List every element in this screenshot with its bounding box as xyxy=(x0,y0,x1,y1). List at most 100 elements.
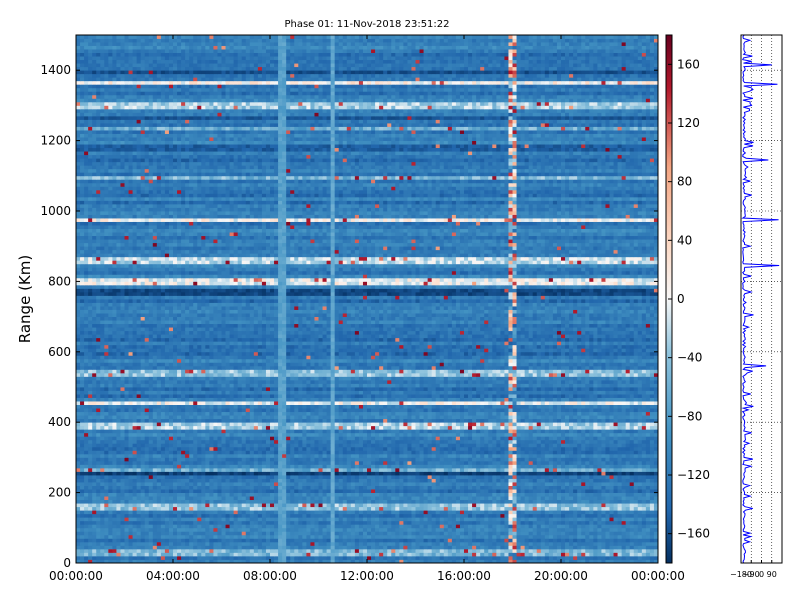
heatmap-cell xyxy=(193,531,197,535)
heatmap-cell xyxy=(436,545,440,549)
heatmap-cell xyxy=(513,524,517,528)
heatmap-cell xyxy=(88,545,92,549)
heatmap-cell xyxy=(387,503,391,507)
heatmap-cell xyxy=(213,510,217,514)
heatmap-cell xyxy=(379,479,383,483)
heatmap-cell xyxy=(181,486,185,490)
heatmap-cell xyxy=(120,507,124,511)
heatmap-cell xyxy=(634,443,638,447)
heatmap-cell xyxy=(306,542,310,546)
heatmap-cell xyxy=(222,514,226,518)
heatmap-cell xyxy=(108,482,112,486)
heatmap-cell xyxy=(452,482,456,486)
heatmap-cell xyxy=(626,521,630,525)
heatmap-cell xyxy=(339,468,343,472)
heatmap-cell xyxy=(153,468,157,472)
heatmap-cell xyxy=(298,471,302,475)
heatmap-cell xyxy=(335,482,339,486)
heatmap-cell xyxy=(319,514,323,518)
heatmap-cell xyxy=(246,493,250,497)
heatmap-cell xyxy=(476,475,480,479)
heatmap-cell xyxy=(104,440,108,444)
heatmap-cell xyxy=(646,542,650,546)
heatmap-cell xyxy=(472,475,476,479)
heatmap-cell xyxy=(585,510,589,514)
heatmap-cell xyxy=(145,552,149,556)
heatmap-cell xyxy=(230,531,234,535)
heatmap-cell xyxy=(561,528,565,532)
heatmap-cell xyxy=(319,493,323,497)
heatmap-cell xyxy=(452,545,456,549)
heatmap-cell xyxy=(642,510,646,514)
heatmap-cell xyxy=(508,468,512,472)
heatmap-cell xyxy=(84,443,88,447)
heatmap-cell xyxy=(585,486,589,490)
heatmap-cell xyxy=(246,489,250,493)
heatmap-cell xyxy=(492,510,496,514)
heatmap-cell xyxy=(335,479,339,483)
heatmap-cell xyxy=(367,545,371,549)
heatmap-cell xyxy=(201,521,205,525)
heatmap-cell xyxy=(173,514,177,518)
heatmap-cell xyxy=(319,500,323,504)
heatmap-cell xyxy=(238,556,242,560)
heatmap-cell xyxy=(161,489,165,493)
heatmap-cell xyxy=(246,468,250,472)
heatmap-cell xyxy=(201,493,205,497)
heatmap-cell xyxy=(347,496,351,500)
heatmap-cell xyxy=(391,440,395,444)
heatmap-cell xyxy=(496,443,500,447)
heatmap-cell xyxy=(375,528,379,532)
heatmap-cell xyxy=(100,496,104,500)
heatmap-cell xyxy=(468,531,472,535)
heatmap-cell xyxy=(533,500,537,504)
heatmap-cell xyxy=(213,507,217,511)
heatmap-cell xyxy=(339,503,343,507)
heatmap-cell xyxy=(246,464,250,468)
heatmap-cell xyxy=(610,493,614,497)
heatmap-cell xyxy=(444,447,448,451)
heatmap-cell xyxy=(488,524,492,528)
heatmap-cell xyxy=(642,531,646,535)
heatmap-cell xyxy=(250,464,254,468)
heatmap-cell xyxy=(294,493,298,497)
heatmap-cell xyxy=(436,521,440,525)
heatmap-cell xyxy=(246,545,250,549)
heatmap-cell xyxy=(238,507,242,511)
heatmap-cell xyxy=(347,528,351,532)
heatmap-cell xyxy=(420,479,424,483)
heatmap-cell xyxy=(177,479,181,483)
heatmap-cell xyxy=(92,521,96,525)
heatmap-cell xyxy=(254,514,258,518)
heatmap-cell xyxy=(387,440,391,444)
heatmap-cell xyxy=(634,454,638,458)
heatmap-cell xyxy=(456,517,460,521)
heatmap-cell xyxy=(104,471,108,475)
heatmap-cell xyxy=(197,496,201,500)
heatmap-cell xyxy=(165,447,169,451)
heatmap-cell xyxy=(314,450,318,454)
heatmap-cell xyxy=(420,503,424,507)
heatmap-cell xyxy=(104,479,108,483)
heatmap-cell xyxy=(335,440,339,444)
heatmap-cell xyxy=(517,443,521,447)
heatmap-cell xyxy=(618,486,622,490)
heatmap-cell xyxy=(355,450,359,454)
heatmap-cell xyxy=(577,542,581,546)
heatmap-cell xyxy=(197,542,201,546)
heatmap-cell xyxy=(387,443,391,447)
heatmap-cell xyxy=(181,556,185,560)
heatmap-cell xyxy=(298,443,302,447)
heatmap-cell xyxy=(120,479,124,483)
heatmap-cell xyxy=(133,486,137,490)
heatmap-cell xyxy=(630,507,634,511)
heatmap-cell xyxy=(371,503,375,507)
heatmap-cell xyxy=(181,545,185,549)
heatmap-cell xyxy=(460,524,464,528)
heatmap-cell xyxy=(310,538,314,542)
heatmap-cell xyxy=(246,510,250,514)
heatmap-cell xyxy=(193,461,197,465)
heatmap-cell xyxy=(112,486,116,490)
heatmap-cell xyxy=(642,514,646,518)
heatmap-cell xyxy=(314,503,318,507)
